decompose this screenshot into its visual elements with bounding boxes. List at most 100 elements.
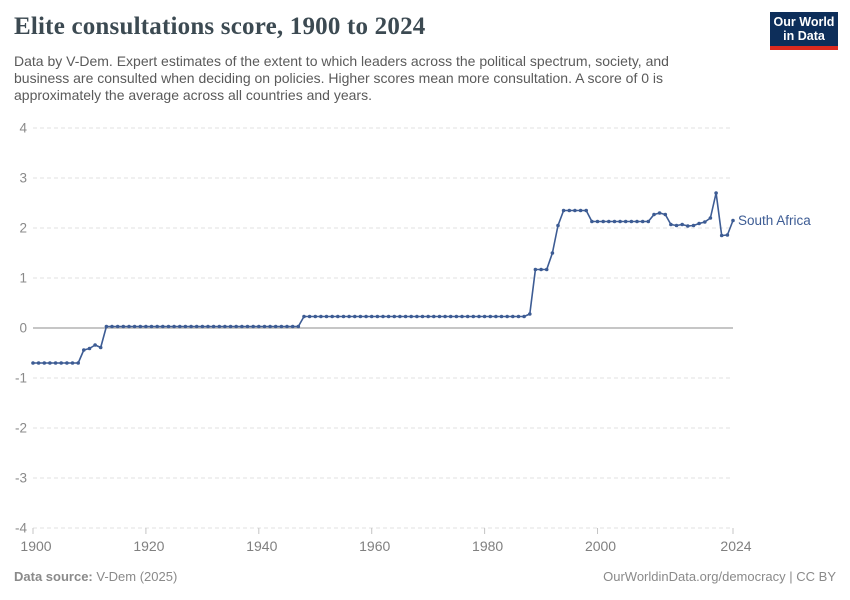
- data-point[interactable]: [319, 314, 323, 319]
- data-point[interactable]: [719, 233, 724, 238]
- license-link[interactable]: OurWorldinData.org/democracy | CC BY: [603, 569, 836, 584]
- data-point[interactable]: [590, 219, 594, 224]
- data-point[interactable]: [302, 314, 306, 319]
- data-point[interactable]: [82, 348, 86, 352]
- data-point[interactable]: [36, 361, 41, 365]
- data-point[interactable]: [273, 324, 278, 329]
- data-point[interactable]: [223, 324, 227, 329]
- data-point[interactable]: [714, 191, 718, 195]
- data-point[interactable]: [556, 223, 560, 228]
- data-point[interactable]: [522, 314, 526, 319]
- data-point[interactable]: [369, 314, 374, 319]
- data-point[interactable]: [686, 224, 690, 228]
- data-point[interactable]: [669, 222, 673, 227]
- data-point[interactable]: [98, 345, 103, 350]
- data-point[interactable]: [121, 324, 126, 329]
- data-point[interactable]: [697, 221, 701, 226]
- data-point[interactable]: [375, 314, 380, 319]
- data-point[interactable]: [708, 216, 713, 220]
- data-point[interactable]: [426, 314, 431, 319]
- data-point[interactable]: [595, 219, 600, 224]
- data-point[interactable]: [87, 346, 92, 351]
- data-point[interactable]: [296, 324, 301, 329]
- data-point[interactable]: [59, 361, 63, 365]
- data-point[interactable]: [465, 314, 470, 319]
- data-point[interactable]: [533, 267, 538, 272]
- data-point[interactable]: [155, 324, 159, 329]
- owid-logo[interactable]: Our World in Data: [770, 12, 838, 50]
- data-point[interactable]: [115, 324, 120, 329]
- data-point[interactable]: [505, 314, 510, 319]
- data-point[interactable]: [172, 324, 176, 329]
- data-point[interactable]: [53, 361, 58, 365]
- data-point[interactable]: [211, 324, 216, 329]
- data-point[interactable]: [703, 220, 707, 224]
- data-point[interactable]: [420, 314, 425, 319]
- data-point[interactable]: [674, 223, 679, 228]
- data-point[interactable]: [290, 324, 295, 329]
- data-point[interactable]: [578, 208, 583, 213]
- data-point[interactable]: [70, 361, 75, 365]
- data-point[interactable]: [166, 324, 171, 329]
- data-point[interactable]: [652, 212, 656, 217]
- data-point[interactable]: [403, 314, 408, 319]
- data-point[interactable]: [279, 324, 284, 329]
- data-point[interactable]: [183, 324, 188, 329]
- data-point[interactable]: [386, 314, 391, 319]
- data-point[interactable]: [42, 361, 47, 365]
- data-point[interactable]: [144, 324, 148, 329]
- data-point[interactable]: [680, 222, 684, 227]
- data-point[interactable]: [268, 324, 272, 329]
- data-point[interactable]: [663, 212, 668, 217]
- data-point[interactable]: [567, 208, 572, 213]
- data-point[interactable]: [251, 324, 255, 329]
- data-point[interactable]: [550, 251, 555, 255]
- data-point[interactable]: [330, 314, 335, 319]
- data-point[interactable]: [392, 314, 397, 319]
- data-point[interactable]: [262, 324, 267, 329]
- data-point[interactable]: [528, 312, 532, 316]
- data-point[interactable]: [189, 324, 193, 329]
- data-point[interactable]: [725, 233, 730, 237]
- data-point[interactable]: [104, 324, 109, 329]
- data-point[interactable]: [691, 223, 696, 228]
- data-point[interactable]: [257, 324, 261, 329]
- data-point[interactable]: [381, 314, 385, 319]
- data-point[interactable]: [471, 314, 476, 319]
- data-point[interactable]: [607, 219, 611, 224]
- data-point[interactable]: [544, 267, 549, 272]
- data-point[interactable]: [432, 314, 436, 319]
- data-point[interactable]: [217, 324, 222, 329]
- data-point[interactable]: [477, 314, 481, 319]
- data-point[interactable]: [65, 361, 69, 365]
- data-point[interactable]: [731, 218, 735, 223]
- data-point[interactable]: [561, 208, 566, 213]
- data-point[interactable]: [285, 324, 289, 329]
- data-point[interactable]: [539, 267, 543, 272]
- data-point[interactable]: [612, 219, 617, 224]
- data-point[interactable]: [460, 314, 464, 319]
- data-point[interactable]: [31, 361, 35, 365]
- data-point[interactable]: [240, 324, 244, 329]
- data-point[interactable]: [601, 219, 605, 224]
- data-point[interactable]: [313, 314, 318, 319]
- data-point[interactable]: [138, 324, 143, 329]
- data-point[interactable]: [657, 211, 662, 215]
- data-point[interactable]: [516, 314, 521, 319]
- data-point[interactable]: [443, 314, 447, 319]
- data-point[interactable]: [623, 219, 628, 224]
- data-point[interactable]: [336, 314, 340, 319]
- data-point[interactable]: [234, 324, 238, 329]
- data-point[interactable]: [499, 314, 504, 319]
- data-point[interactable]: [454, 314, 459, 319]
- data-point[interactable]: [206, 324, 210, 329]
- data-point[interactable]: [132, 324, 137, 329]
- data-point[interactable]: [127, 324, 131, 329]
- data-point[interactable]: [640, 219, 645, 224]
- data-point[interactable]: [178, 324, 182, 329]
- data-point[interactable]: [573, 208, 577, 213]
- data-point[interactable]: [149, 324, 154, 329]
- data-point[interactable]: [93, 343, 97, 347]
- data-point[interactable]: [448, 314, 453, 319]
- series-label-south-africa[interactable]: South Africa: [738, 213, 811, 228]
